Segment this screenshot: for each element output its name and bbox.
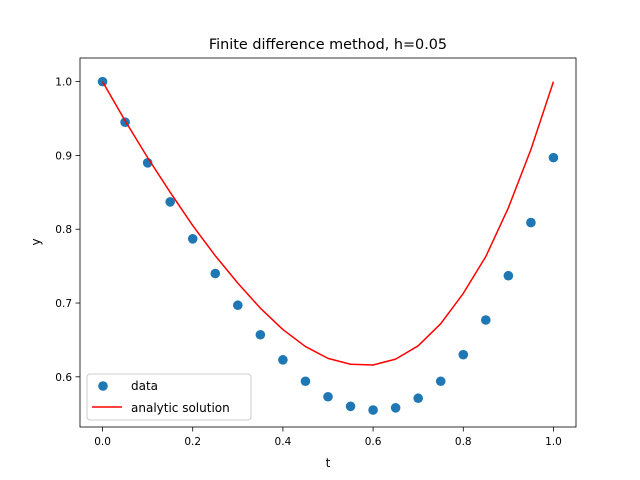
data-point	[368, 405, 378, 415]
data-point	[435, 376, 446, 387]
y-tick-label: 0.6	[55, 372, 72, 384]
legend-box	[86, 373, 252, 421]
x-tick-label: 0.6	[365, 436, 382, 448]
y-axis-label: y	[29, 238, 43, 245]
legend-marker-data	[98, 381, 108, 391]
x-tick-label: 0.4	[275, 436, 292, 448]
data-point	[526, 217, 536, 228]
data-point	[255, 329, 266, 340]
data-point	[165, 197, 175, 207]
analytic-solution-line	[101, 81, 555, 366]
y-tick-label: 0.9	[55, 150, 72, 162]
data-point	[413, 393, 423, 404]
data-point	[503, 270, 514, 281]
y-tick-label: 0.8	[55, 224, 72, 236]
data-point	[187, 234, 198, 244]
data-point	[481, 315, 491, 325]
y-tick-label: 0.7	[55, 298, 72, 310]
chart-title: Finite difference method, h=0.05	[209, 37, 447, 53]
x-axis-ticks: 0.0 0.2 0.4 0.6 0.8 1.0	[94, 427, 562, 448]
y-axis-ticks: 0.6 0.7 0.8 0.9 1.0	[55, 77, 80, 384]
data-point	[323, 391, 333, 402]
data-point	[97, 76, 108, 87]
plot-area	[80, 58, 576, 427]
legend: data analytic solution	[86, 373, 252, 421]
plot-frame	[79, 57, 577, 428]
data-point	[278, 355, 288, 365]
x-tick-label: 0.8	[455, 436, 472, 448]
y-tick-label: 1.0	[55, 77, 72, 89]
data-point	[458, 349, 469, 360]
x-tick-label: 0.2	[184, 436, 201, 448]
data-point	[300, 376, 311, 387]
legend-label-analytic-solution: analytic solution	[131, 401, 230, 415]
legend-label-data: data	[131, 379, 158, 393]
data-point	[390, 403, 401, 413]
x-tick-label: 1.0	[545, 436, 562, 448]
data-point	[233, 300, 243, 311]
series-layer	[97, 76, 559, 415]
data-point	[548, 152, 559, 163]
data-point	[210, 268, 221, 279]
data-point	[345, 401, 356, 412]
x-axis-label: t	[326, 456, 331, 470]
x-tick-label: 0.0	[94, 436, 111, 448]
